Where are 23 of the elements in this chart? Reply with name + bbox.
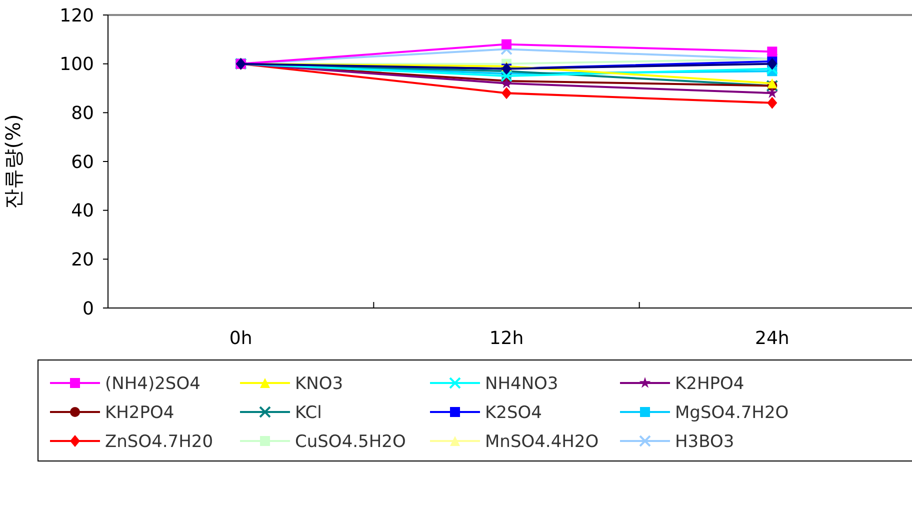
- legend-label: KNO3: [295, 374, 344, 394]
- y-tick-label: 80: [71, 102, 94, 124]
- y-tick-label: 40: [71, 200, 94, 222]
- x-tick-label: 24h: [755, 328, 790, 349]
- legend-label: K2HPO4: [675, 374, 744, 394]
- y-tick-label: 20: [71, 249, 94, 270]
- legend-label: H3BO3: [675, 432, 734, 452]
- legend-label: MnSO4.4H2O: [485, 432, 599, 452]
- legend-label: (NH4)2SO4: [105, 374, 200, 394]
- legend-label: ZnSO4.7H20: [105, 432, 214, 452]
- legend-label: CuSO4.5H2O: [295, 432, 406, 452]
- y-axis-title: 잔류량(%): [1, 114, 25, 209]
- legend-label: KCl: [295, 402, 322, 423]
- x-tick-label: 12h: [489, 328, 524, 349]
- legend-label: K2SO4: [485, 402, 542, 423]
- y-tick-label: 60: [71, 152, 94, 173]
- y-tick-label: 120: [60, 5, 94, 26]
- x-tick-label: 0h: [229, 328, 252, 349]
- legend-label: MgSO4.7H2O: [675, 402, 789, 423]
- y-tick-label: 100: [60, 54, 94, 76]
- legend-label: KH2PO4: [105, 402, 174, 423]
- legend-label: NH4NO3: [485, 374, 558, 394]
- y-tick-label: 0: [82, 298, 94, 320]
